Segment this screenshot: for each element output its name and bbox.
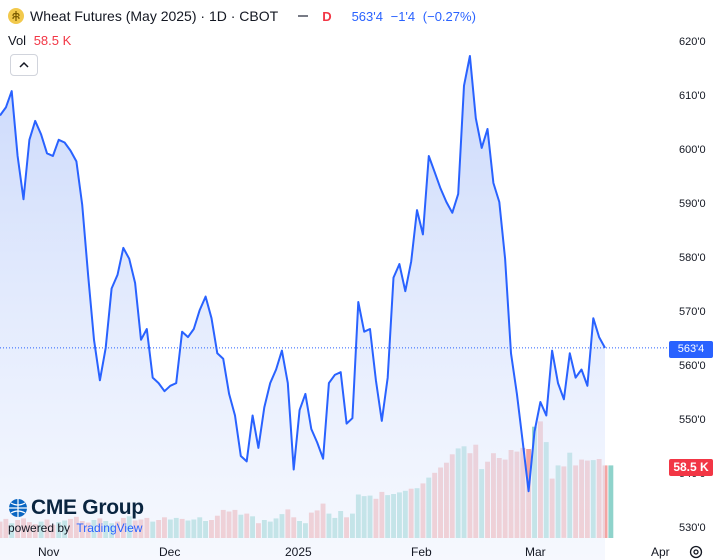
volume-legend: Vol 58.5 K [8,33,71,48]
collapse-legend-button[interactable] [10,54,38,76]
price-quote: 563'4 −1'4 (−0.27%) [352,9,480,24]
wheat-symbol-icon [8,8,24,24]
volume-value: 58.5 K [33,33,72,48]
price-axis-label: 610'0 [679,89,706,102]
last-price: 563'4 [351,8,383,24]
chevron-up-icon [19,61,29,68]
volume-label: Vol [8,33,27,48]
settings-icon[interactable] [688,544,704,560]
price-axis-label: 580'0 [679,251,706,264]
branding[interactable]: CME Group powered by TradingView [8,496,144,535]
price-area [0,56,605,560]
price-axis-label: 530'0 [679,522,706,534]
symbol-title[interactable]: Wheat Futures (May 2025) · 1D · CBOT [30,8,279,24]
price-axis-label: 550'0 [679,413,706,426]
cme-logo-text: CME Group [31,496,144,519]
cme-logo: CME Group [8,496,144,520]
time-axis-label: Feb [411,545,432,559]
volume-badge: 58.5 K [669,459,713,476]
price-change: −1'4 [390,8,416,24]
price-axis-label: 570'0 [679,305,706,318]
price-axis-label: 560'0 [679,359,706,372]
tradingview-brand: TradingView [76,521,143,535]
price-axis-label: 620'0 [679,35,706,48]
price-axis-label: 600'0 [679,143,706,156]
powered-by: powered by TradingView [8,521,144,535]
chart-header: Wheat Futures (May 2025) · 1D · CBOT D 5… [8,6,480,26]
price-axis-label: 590'0 [679,197,706,210]
powered-by-prefix: powered by [8,521,71,535]
time-axis-label: Apr [651,545,670,559]
time-axis-label: Dec [159,545,181,559]
time-axis-label: Nov [38,545,60,559]
price-line [0,55,606,493]
data-provider-badge: D [322,8,332,24]
time-axis-label: Mar [525,545,546,559]
volume-bar [602,465,608,538]
cme-globe-icon [9,499,27,517]
volume-bar [608,465,614,538]
time-axis-label: 2025 [285,545,312,559]
price-change-percent: (−0.27%) [422,8,476,24]
last-price-badge: 563'4 [669,341,713,358]
series-line-swatch [298,15,309,17]
